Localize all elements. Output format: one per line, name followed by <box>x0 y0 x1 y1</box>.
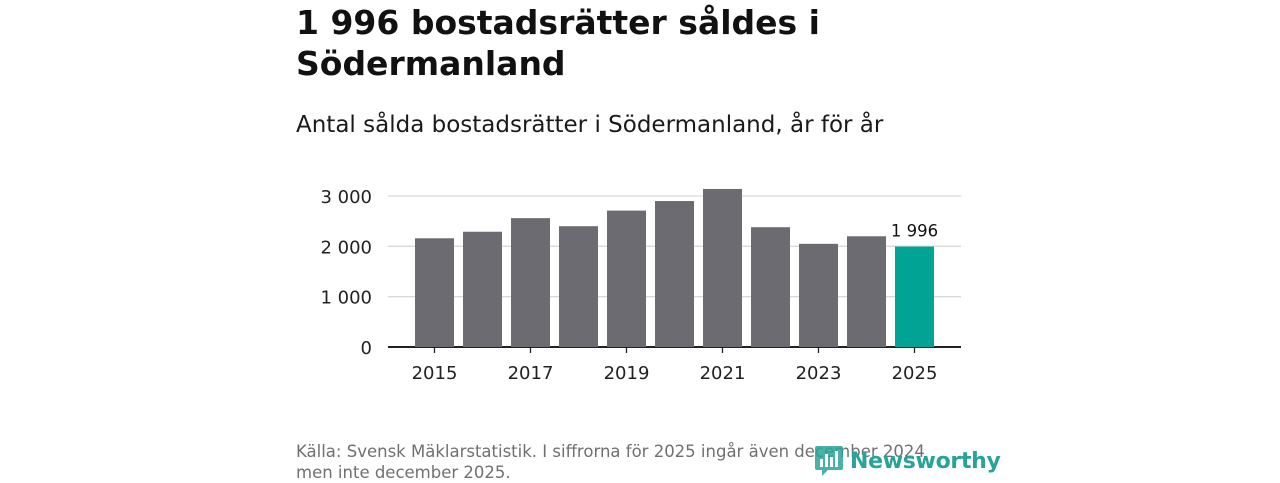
y-tick-label: 1 000 <box>320 288 372 309</box>
bar-2024 <box>847 236 886 347</box>
bar-2021 <box>703 188 742 347</box>
y-tick-label: 0 <box>361 338 372 359</box>
data-label: 1 996 <box>891 222 938 241</box>
bar-2019 <box>607 210 646 347</box>
newsworthy-logo-icon <box>815 446 843 476</box>
x-tick-label: 2017 <box>508 363 554 384</box>
source-note: Källa: Svensk Mäklarstatistik. I siffror… <box>296 441 956 483</box>
bar-2016 <box>463 231 502 347</box>
bar-2018 <box>559 226 598 347</box>
x-tick-label: 2019 <box>604 363 650 384</box>
x-tick-label: 2023 <box>796 363 842 384</box>
bar-2023 <box>799 243 838 347</box>
y-tick-label: 3 000 <box>320 187 372 208</box>
x-tick-label: 2025 <box>892 363 938 384</box>
bar-2017 <box>511 218 550 347</box>
chart-subtitle: Antal sålda bostadsrätter i Södermanland… <box>296 112 884 138</box>
brand: Newsworthy <box>814 444 1001 478</box>
bar-2022 <box>751 227 790 347</box>
bar-2020 <box>655 201 694 347</box>
labels: 0 1 000 2 000 3 000 2015 2017 2019 2021 2023 2025… <box>320 187 938 384</box>
x-tick-label: 2021 <box>700 363 746 384</box>
chart-title: 1 996 bostadsrätter såldes i Södermanlan… <box>296 3 820 83</box>
source-line-2: men inte december 2025. <box>296 463 511 482</box>
bar-2025 <box>895 246 934 347</box>
bar-2015 <box>415 238 454 347</box>
x-tick-label: 2015 <box>412 363 458 384</box>
y-tick-label: 2 000 <box>320 237 372 258</box>
bars <box>415 188 934 347</box>
brand-name: Newsworthy <box>850 448 1001 474</box>
source-line-1: Källa: Svensk Mäklarstatistik. I siffror… <box>296 442 925 461</box>
